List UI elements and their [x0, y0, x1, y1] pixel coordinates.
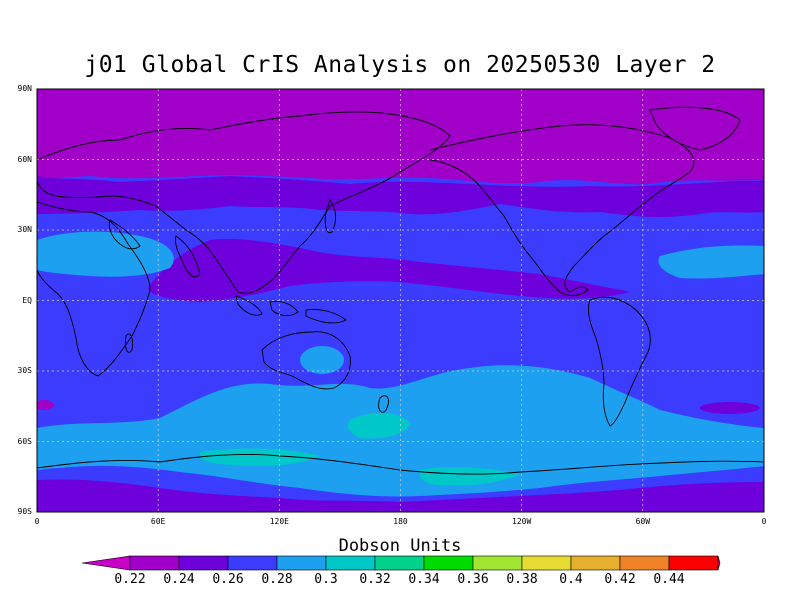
colorbar-swatch [570, 555, 621, 571]
coastline-new-zealand [378, 395, 389, 413]
contour-antarctic [37, 479, 764, 512]
lat-label: 90N [17, 84, 32, 93]
grid-lines [37, 89, 764, 512]
contour-atlantic-n [37, 231, 174, 277]
coastline-antarctica [37, 453, 764, 475]
coastline-india [175, 235, 201, 278]
colorbar-swatch [129, 555, 180, 571]
contour-pacific-e [658, 245, 764, 279]
lon-label: 120E [269, 517, 289, 526]
colorbar-swatch [423, 555, 474, 571]
colorbar-tick-label: 0.3 [314, 572, 338, 587]
coastline-australia [261, 331, 351, 390]
colorbar-under-arrow [81, 555, 131, 571]
lat-label: 90S [17, 507, 32, 516]
contour-north-midlat [37, 176, 764, 218]
coastline-japan [324, 199, 337, 234]
coastline-madagascar [125, 333, 133, 353]
colorbar-tick-label: 0.24 [163, 572, 195, 587]
colorbar-tick-label: 0.42 [604, 572, 636, 587]
coastline-north-america [429, 124, 695, 297]
coastline-arabia [108, 219, 141, 250]
lat-label: 30S [17, 366, 32, 375]
contour-south-cyan-2 [348, 412, 410, 439]
coastline-indonesia-2 [269, 301, 299, 317]
lat-label: 30N [17, 225, 32, 234]
lon-label: 180 [393, 517, 408, 526]
colorbar-tick-label: 0.44 [653, 572, 685, 587]
coastline-africa [37, 201, 151, 377]
coastline-eurasia [37, 111, 451, 294]
colorbar-tick-label: 0.4 [559, 572, 583, 587]
colorbar-tick-label: 0.36 [457, 572, 489, 587]
contour-asia-violet [148, 238, 630, 302]
colorbar-tick-label: 0.38 [506, 572, 538, 587]
coastline-greenland [649, 106, 741, 151]
colorbar [81, 555, 721, 571]
lon-label: 0 [34, 517, 40, 526]
colorbar-tick-label: 0.34 [408, 572, 440, 587]
colorbar-swatch [178, 555, 229, 571]
colorbar-title: Dobson Units [338, 536, 462, 556]
colorbar-swatch [619, 555, 670, 571]
plot-frame [36, 88, 765, 513]
contour-australia [300, 346, 344, 374]
lon-label: 60E [150, 517, 166, 526]
colorbar-tick-label: 0.22 [114, 572, 146, 587]
contour-south-cyan-3 [419, 467, 520, 486]
coastlines [37, 106, 764, 475]
colorbar-tick-label: 0.28 [261, 572, 293, 587]
colorbar-swatch [668, 555, 719, 571]
lon-label: 120W [512, 517, 532, 526]
colorbar-over-arrow [717, 555, 721, 571]
contour-north-polar [37, 89, 764, 185]
colorbar-swatch [325, 555, 376, 571]
colorbar-tick-label: 0.32 [359, 572, 391, 587]
lon-label: 0 [761, 517, 767, 526]
map-title: j01 Global CrIS Analysis on 20250530 Lay… [84, 52, 716, 78]
lon-label: 60W [635, 517, 651, 526]
colorbar-swatch [521, 555, 572, 571]
contour-south-cyan-1 [199, 448, 320, 466]
lat-label: EQ [22, 295, 32, 305]
coastline-new-guinea [305, 309, 347, 324]
lat-label: 60N [17, 154, 32, 164]
colorbar-tick-label: 0.26 [212, 572, 244, 587]
colorbar-swatch [276, 555, 327, 571]
lat-label: 60S [17, 436, 32, 446]
colorbar-swatch [374, 555, 425, 571]
colorbar-swatch [227, 555, 278, 571]
coastline-south-america [587, 296, 651, 427]
colorbar-swatch [472, 555, 523, 571]
coastline-indonesia-1 [235, 295, 263, 316]
contour-blob-pacific-s [700, 402, 760, 414]
contour-blob-atlantic-s [37, 400, 54, 410]
